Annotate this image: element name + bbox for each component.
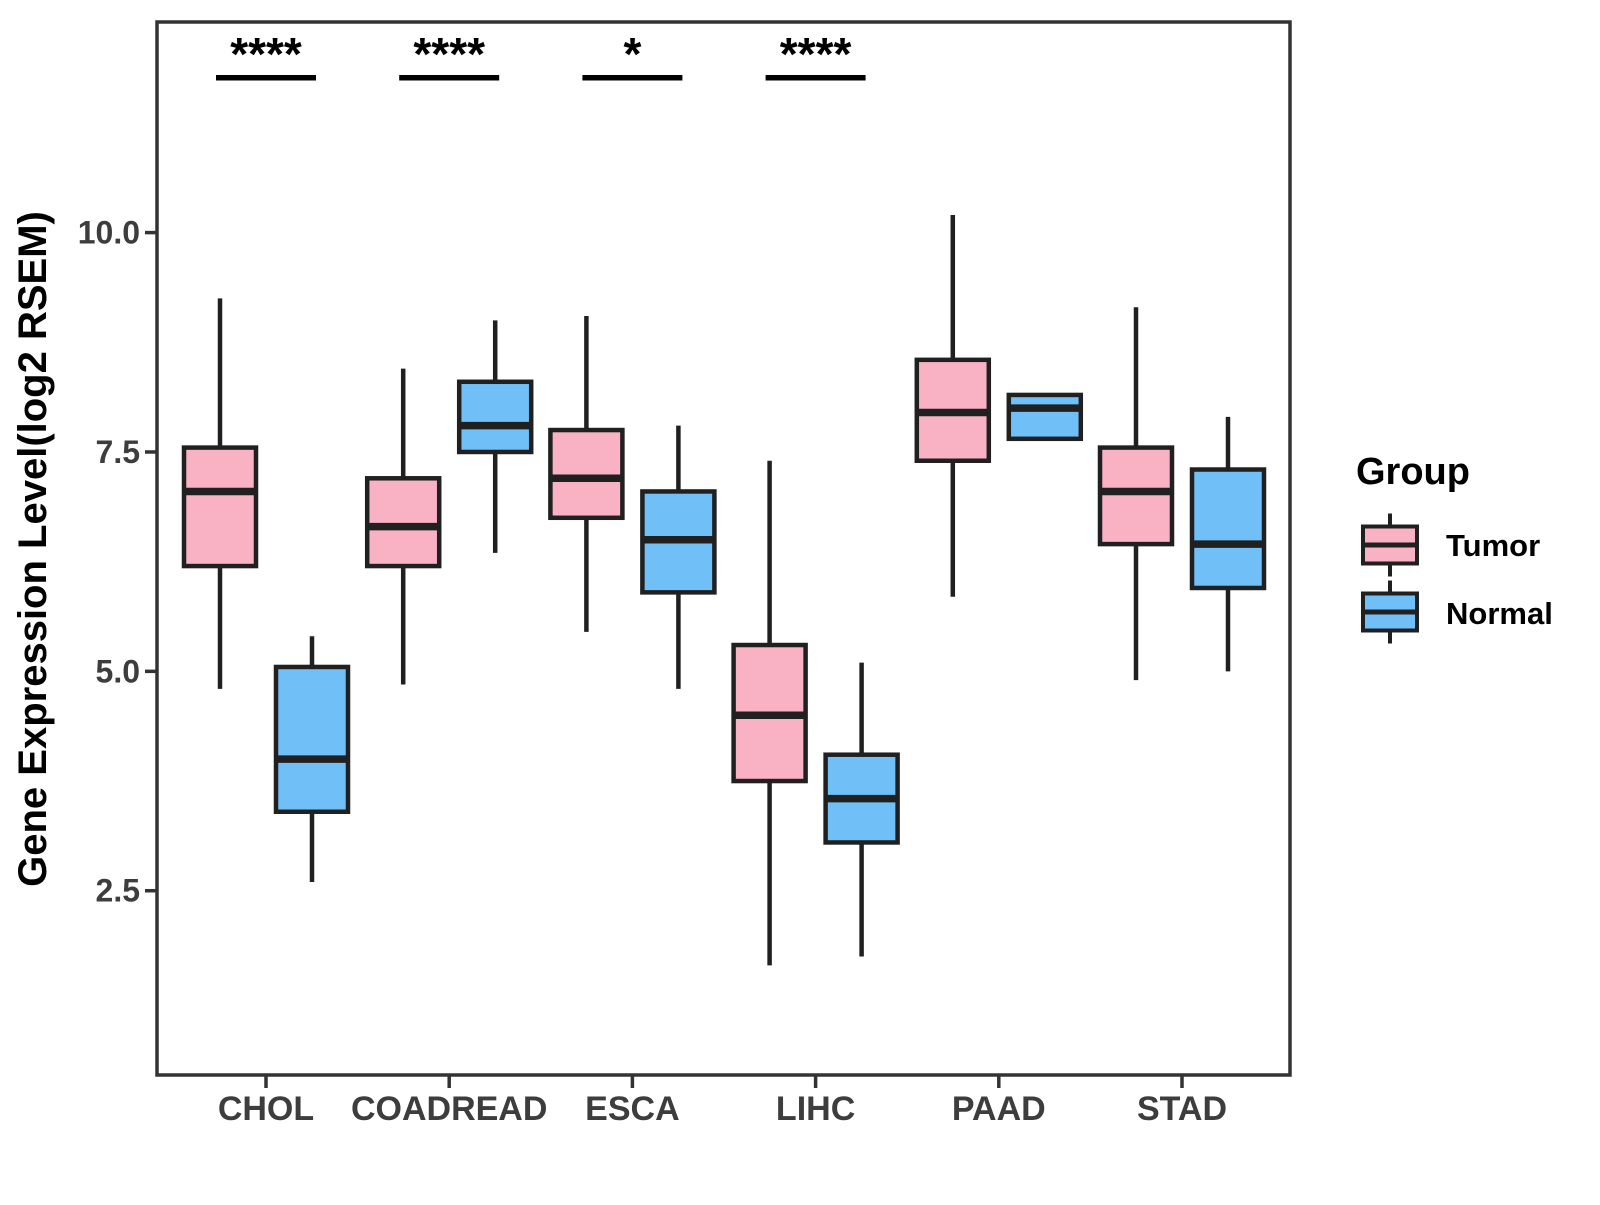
y-tick-label: 5.0 <box>96 653 140 689</box>
significance-bar-CHOL <box>216 75 316 81</box>
significance-stars-ESCA: * <box>623 28 641 80</box>
boxplot-series <box>181 215 1267 966</box>
legend-label-tumor: Tumor <box>1446 528 1540 563</box>
y-tick-label: 2.5 <box>96 873 140 909</box>
y-tick-label: 10.0 <box>78 215 140 251</box>
x-tick-label-CHOL: CHOL <box>218 1090 314 1128</box>
box-COADREAD-Tumor <box>364 476 442 569</box>
box-ESCA-Tumor <box>548 427 625 521</box>
plot-panel <box>155 20 1292 1077</box>
y-axis-title: Gene Expression Level(log2 RSEM) <box>11 211 55 887</box>
x-tick-label-LIHC: LIHC <box>776 1090 855 1128</box>
box-CHOL-Tumor <box>181 445 259 569</box>
box-COADREAD-Normal <box>456 379 534 455</box>
box-STAD-Normal <box>1189 467 1267 591</box>
significance-bar-ESCA <box>582 75 683 81</box>
x-tick-label-PAAD: PAAD <box>952 1090 1046 1128</box>
significance-bar-LIHC <box>765 75 866 81</box>
significance-stars-CHOL: **** <box>230 28 302 80</box>
y-tick-label: 7.5 <box>96 434 140 470</box>
significance-bar-COADREAD <box>399 75 500 81</box>
significance-annotations: **** **** * **** <box>216 28 866 81</box>
box-CHOL-Normal <box>273 664 351 815</box>
x-tick-label-COADREAD: COADREAD <box>351 1090 547 1128</box>
legend-title: Group <box>1356 451 1470 493</box>
x-tick-label-STAD: STAD <box>1137 1090 1227 1128</box>
significance-stars-LIHC: **** <box>780 28 852 80</box>
box-PAAD-Normal <box>1006 392 1084 442</box>
significance-stars-COADREAD: **** <box>413 28 485 80</box>
legend-label-normal: Normal <box>1446 596 1553 631</box>
box-STAD-Tumor <box>1097 445 1175 547</box>
x-tick-label-ESCA: ESCA <box>585 1090 679 1128</box>
legend-keys <box>1361 513 1419 644</box>
panel-border <box>155 20 1292 1077</box>
axes: 10.0 7.5 5.0 2.5 CHOL COADREAD ESCA LIHC PAAD STA… <box>78 215 1227 1128</box>
legend: Group Tumor Normal <box>1356 451 1553 644</box>
